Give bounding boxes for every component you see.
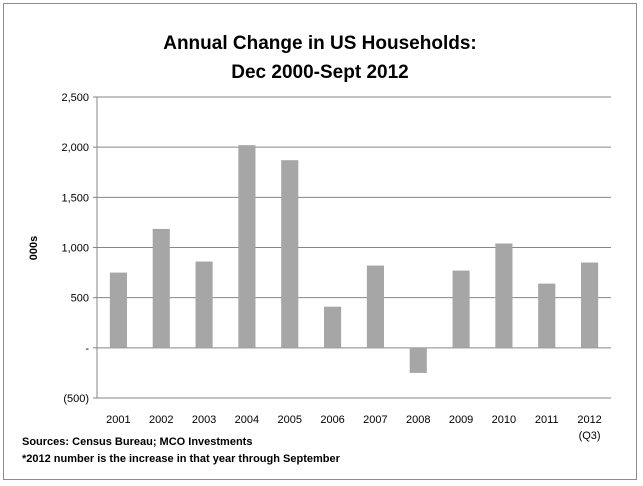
y-tick-label: (500): [63, 393, 89, 405]
grid-layer: [97, 96, 611, 399]
chart-title-line-1: Annual Change in US Households:: [163, 33, 477, 54]
bar-2009: [452, 270, 470, 348]
y-tick-label: 1,000: [61, 243, 89, 255]
bar-2002: [152, 228, 170, 348]
y-tick-label: 2,500: [61, 92, 89, 104]
axis-layer: (500) - 500 1,000 1,500 2,000 2,500 2001 2002 200…: [61, 92, 601, 442]
y-tick-label: 1,500: [61, 192, 89, 204]
bar-2004: [238, 145, 256, 348]
x-tick-label: 2011: [535, 414, 559, 426]
y-tick-label: -: [85, 343, 89, 355]
x-tick-label: 2003: [192, 414, 216, 426]
bars-layer: [109, 145, 599, 373]
chart-title-line-2: Dec 2000-Sept 2012: [231, 62, 408, 83]
y-tick-label: 2,000: [61, 142, 89, 154]
x-tick-label: 2009: [449, 414, 473, 426]
x-tick-label: 2004: [235, 414, 259, 426]
x-tick-label: 2001: [106, 414, 130, 426]
chart-frame: [3, 3, 637, 480]
x-tick-label: 2008: [406, 414, 430, 426]
x-tick-label: 2007: [363, 414, 387, 426]
bar-2010: [495, 243, 513, 348]
bar-2006: [324, 306, 342, 348]
x-tick-label: 2010: [492, 414, 516, 426]
footnote: *2012 number is the increase in that yea…: [22, 453, 341, 465]
bar-2005: [281, 160, 299, 348]
y-axis-title: 000s: [28, 236, 40, 260]
x-tick-label: 2005: [278, 414, 302, 426]
x-tick-label: 2006: [320, 414, 344, 426]
bar-2001: [109, 272, 127, 348]
source-note: Sources: Census Bureau; MCO Investments: [22, 436, 252, 448]
x-tick-sublabel: (Q3): [579, 430, 601, 442]
bar-2008: [409, 347, 427, 373]
y-tick-label: 500: [71, 293, 89, 305]
x-tick-label: 2002: [149, 414, 173, 426]
bar-2011: [538, 283, 556, 348]
bar-2007: [366, 265, 384, 348]
bar-2012: [581, 262, 599, 348]
x-tick-label: 2012: [577, 414, 601, 426]
bar-2003: [195, 261, 213, 348]
